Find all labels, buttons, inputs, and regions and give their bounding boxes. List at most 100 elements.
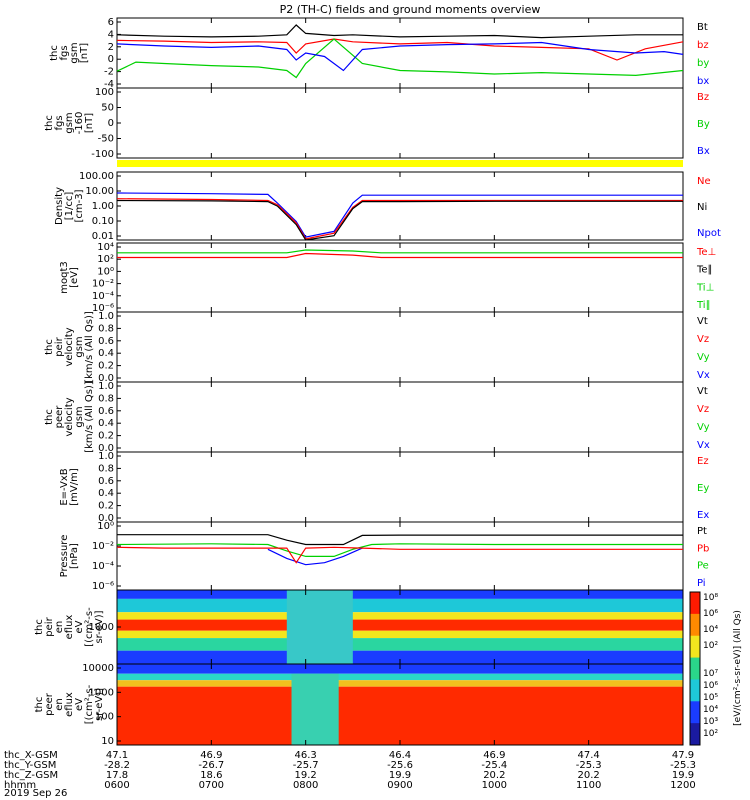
ylabel-line: thc xyxy=(49,45,60,61)
ele-gap xyxy=(291,673,339,745)
colorbar-frame xyxy=(689,591,701,746)
panel-fgs_dsl: 100 50 0 -50 -100 thc fgs gsm -160 [nT] Bz By Bx xyxy=(44,87,710,160)
ylabel-line: E=-VxB xyxy=(59,468,70,505)
ylabel-line: velocity xyxy=(64,327,75,366)
ion-band xyxy=(117,638,683,651)
ytick-label: 10⁻² xyxy=(92,541,114,552)
ytick-label: 1000 xyxy=(89,622,114,633)
legend-Pi: Pi xyxy=(697,578,706,589)
coord-value: 46.4 xyxy=(389,750,411,761)
legend-Te∥: Te∥ xyxy=(696,265,713,276)
legend-Vt: Vt xyxy=(697,316,708,327)
series-Pt xyxy=(117,534,683,546)
ele-band xyxy=(117,673,683,681)
panel-ve: 1.00.8 0.60.4 0.20.0 thc peer velocity gsm [km/… xyxy=(44,381,710,454)
legend-Ne: Ne xyxy=(697,176,711,187)
coord-value: -25.4 xyxy=(481,760,507,771)
ytick-label: 2 xyxy=(108,42,114,53)
ytick-label: 0.6 xyxy=(98,406,114,417)
ylabel-line: Pressure xyxy=(59,535,70,578)
legend-Ey: Ey xyxy=(697,483,709,494)
panel-ele_spec: 10000 1000 100 10 thc peer en eflux eV [(cm²-s-sr… xyxy=(34,663,684,747)
ylabel-line: thc xyxy=(44,339,55,355)
ytick-label: 10⁻⁴ xyxy=(92,561,114,572)
ytick-label: 0.6 xyxy=(98,336,114,347)
ytick-label: 100 xyxy=(95,712,114,723)
ytick-label: 0 xyxy=(108,54,114,65)
coord-value: 1000 xyxy=(482,780,507,791)
coord-row-label: thc_X-GSM xyxy=(4,750,58,761)
ylabel-line: [(cm²-s- xyxy=(84,684,95,724)
colorbar-step xyxy=(690,592,700,615)
legend-Pe: Pe xyxy=(697,561,709,572)
ytick-label: 50 xyxy=(101,103,114,114)
ylabel-line: Density xyxy=(54,187,65,225)
panel-ion_spec: 1000 thc peir en eflux eV [(cm²-s-sr-eV)] xyxy=(34,589,684,665)
colorbar-tick: 10⁷ xyxy=(703,669,718,679)
ion-band xyxy=(117,650,683,664)
ylabel-line: [cm-3] xyxy=(74,189,85,222)
legend-Ni: Ni xyxy=(697,202,707,213)
series-Ne xyxy=(116,198,683,240)
ylabel-line: [(cm²-s- xyxy=(84,607,95,647)
series-Ni xyxy=(116,199,683,241)
panel-density: 100.00 10.00 1.00 0.10 0.01 Density [1/cc] [cm-… xyxy=(54,171,721,242)
coord-value: 0900 xyxy=(387,780,412,791)
ion-gap xyxy=(286,590,353,664)
ylabel-line: en xyxy=(54,621,65,634)
coord-value: 0700 xyxy=(199,780,224,791)
legend-by: by xyxy=(697,58,709,69)
ylabel-line: gsm xyxy=(74,406,85,427)
ylabel-line: thc xyxy=(44,115,55,131)
ylabel-line: fgs xyxy=(59,45,70,60)
ylabel-line: eV xyxy=(74,698,85,711)
ytick-label: 1.0 xyxy=(98,311,114,322)
legend-Vx: Vx xyxy=(697,440,710,451)
ylabel-line: [eV] xyxy=(69,267,80,288)
ylabel-line: [nT] xyxy=(84,113,95,133)
series-Te⊥ xyxy=(117,252,683,259)
series-Bt xyxy=(116,24,683,39)
ytick-label: -2 xyxy=(104,67,114,78)
ytick-label: -4 xyxy=(104,79,114,90)
ytick-label: 10⁻⁶ xyxy=(92,303,114,314)
legend-Npot: Npot xyxy=(697,228,721,239)
ylabel-line: gsm xyxy=(64,112,75,133)
legend-Ez: Ez xyxy=(697,456,709,467)
ylabel-line: peer xyxy=(44,692,55,716)
ylabel-line: sr-eV)] xyxy=(94,610,105,643)
date-label: 2019 Sep 26 xyxy=(4,788,67,799)
coord-value: -25.6 xyxy=(387,760,413,771)
ytick-label: 10000 xyxy=(82,663,114,674)
ytick-label: 0.8 xyxy=(98,323,114,334)
colorbar-tick: 10⁸ xyxy=(703,593,718,603)
legend-Bt: Bt xyxy=(697,22,708,33)
ylabel-line: thc xyxy=(34,619,45,635)
ylabel-line: [1/cc] xyxy=(64,192,75,221)
ytick-label: 1.0 xyxy=(98,381,114,392)
legend-Vt: Vt xyxy=(697,386,708,397)
legend-Vy: Vy xyxy=(697,422,710,433)
panel-frame xyxy=(116,311,684,383)
coord-value: -25.3 xyxy=(576,760,602,771)
ytick-label: 1000 xyxy=(89,687,114,698)
colorbar-tick: 10² xyxy=(703,729,718,739)
colorbar-tick: 10² xyxy=(703,641,718,651)
series-Ti⊥ xyxy=(117,249,683,254)
ytick-label: 1.00 xyxy=(92,201,114,212)
coord-value: 0600 xyxy=(104,780,129,791)
ytick-label: 0.4 xyxy=(98,418,114,429)
ytick-label: 10⁰ xyxy=(97,266,114,277)
ylabel-line: gsm xyxy=(74,336,85,357)
colorbar-step xyxy=(690,613,700,637)
legend-Bx: Bx xyxy=(697,146,710,157)
coord-value: -28.2 xyxy=(104,760,130,771)
ytick-label: 0.0 xyxy=(98,373,114,384)
coord-row-label: thc_Y-GSM xyxy=(4,760,56,771)
ytick-label: 10.00 xyxy=(85,186,114,197)
ion-band xyxy=(117,630,683,639)
legend-Ex: Ex xyxy=(697,510,709,521)
coord-row-label: hhmm xyxy=(4,780,36,791)
colorbar-step xyxy=(690,679,700,702)
